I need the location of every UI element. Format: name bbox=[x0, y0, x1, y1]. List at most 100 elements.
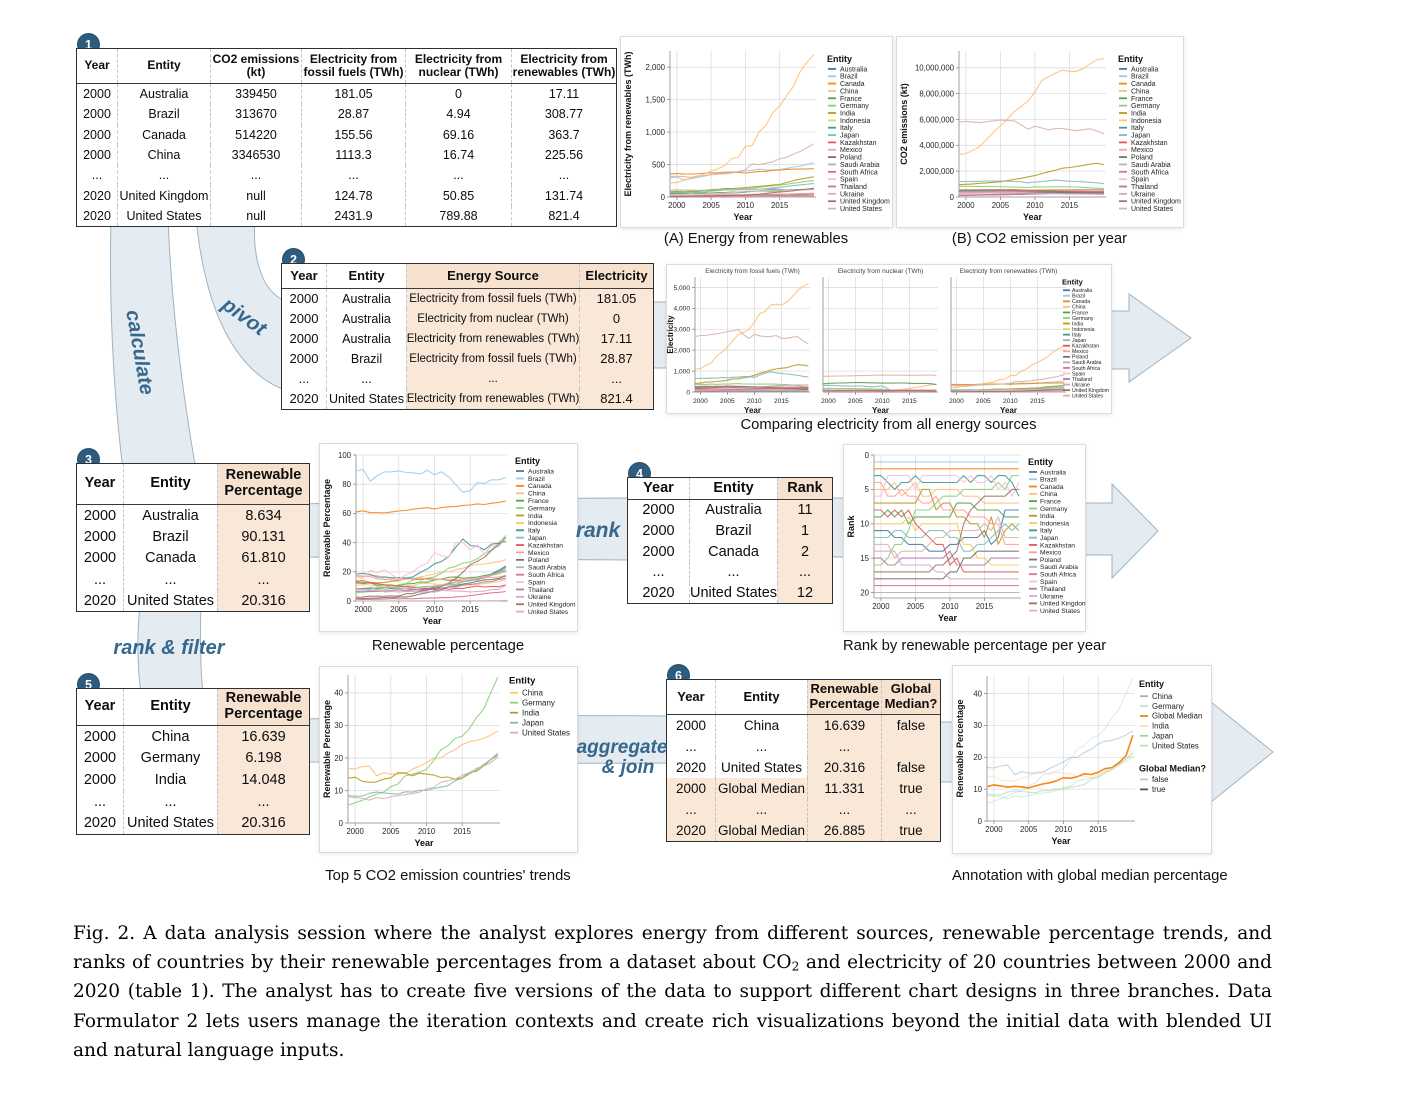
table-cell: 2000 bbox=[83, 728, 117, 745]
table-row: ......... bbox=[77, 790, 309, 813]
x-tick-label: 2015 bbox=[771, 201, 789, 210]
table-cell: Electricity from fossil fuels (TWh) bbox=[406, 348, 579, 369]
caption-text: and natural language inputs. bbox=[73, 1039, 345, 1061]
chart-rank: 2000 2005 2010 2015 0 5 10 15 20 Year Rank Entity Au… bbox=[843, 444, 1088, 632]
legend-label: Saudi Arabia bbox=[1131, 162, 1171, 169]
table-cell: Electricity from fossil fuels (TWh) bbox=[406, 288, 579, 309]
legend-label: Brazil bbox=[840, 74, 858, 81]
caption-subscript: 2 bbox=[791, 959, 800, 974]
table-cell: ... bbox=[715, 735, 807, 757]
legend-label: Spain bbox=[1072, 371, 1085, 377]
legend-title: Entity bbox=[515, 456, 540, 466]
table-cell: 12 bbox=[777, 582, 832, 604]
table-row: 2000 Brazil 1 bbox=[628, 520, 832, 542]
y-axis-title: Renewable Percentage bbox=[322, 700, 332, 798]
x-tick-label: 2015 bbox=[774, 398, 789, 405]
table-cell: 2000 bbox=[83, 528, 117, 545]
y-tick-label: 500 bbox=[652, 160, 666, 169]
x-axis-title: Year bbox=[1000, 406, 1017, 413]
table-cell: 2000 bbox=[642, 523, 675, 540]
series-line-Italy bbox=[355, 538, 507, 579]
y-tick-label: 30 bbox=[334, 721, 343, 730]
table-cell: ... bbox=[405, 165, 511, 186]
x-tick-label: 2015 bbox=[1089, 825, 1107, 834]
legend-label: United Kingdom bbox=[1040, 601, 1085, 608]
column-header: Year bbox=[84, 58, 110, 73]
legend-label: India bbox=[1072, 321, 1083, 327]
y-tick-label: 20 bbox=[334, 754, 343, 763]
table-cell: 2020 bbox=[642, 585, 675, 602]
y-tick-label: 2,000,000 bbox=[919, 167, 954, 176]
x-tick-label: 2000 bbox=[693, 398, 708, 405]
y-tick-label: 0 bbox=[950, 193, 955, 202]
y-tick-label: 10,000,000 bbox=[915, 64, 955, 73]
y-tick-label: 0 bbox=[978, 817, 983, 826]
table-cell: 16.639 bbox=[807, 714, 881, 736]
legend-label: United States bbox=[1131, 206, 1174, 213]
figure-caption-line: ranks of countries by their renewable pe… bbox=[73, 948, 1272, 977]
legend-label: China bbox=[522, 689, 543, 698]
y-axis-title: Renewable Percentage bbox=[322, 479, 332, 577]
table-cell: 2020 bbox=[675, 759, 707, 775]
y-tick-label: 10 bbox=[860, 520, 869, 529]
x-tick-label: 2000 bbox=[949, 398, 964, 405]
series-line-Germany bbox=[669, 180, 814, 194]
series-line-China bbox=[669, 54, 815, 184]
table-cell: ... bbox=[406, 368, 579, 389]
table-row: 2020 United States 12 bbox=[628, 582, 832, 604]
series-line-China bbox=[694, 283, 809, 370]
table-cell: 2 bbox=[777, 541, 832, 563]
x-tick-label: 2000 bbox=[872, 602, 890, 611]
series-line-United Kingdom bbox=[670, 187, 814, 197]
table-cell: Global Median bbox=[715, 819, 807, 841]
legend-label: United Kingdom bbox=[1072, 388, 1109, 394]
column-header: Electricity from fossil fuels (TWh) bbox=[301, 49, 405, 83]
legend-label: Kazakhstan bbox=[528, 542, 563, 549]
x-tick-label: 2010 bbox=[418, 827, 436, 836]
table-cell: 11 bbox=[777, 500, 832, 521]
series-line-Japan bbox=[347, 752, 499, 797]
legend-label: Brazil bbox=[1072, 294, 1085, 300]
figure-caption: Fig. 2. A data analysis session where th… bbox=[73, 919, 1272, 1065]
legend-label: France bbox=[1072, 310, 1088, 316]
y-axis-title: Rank bbox=[846, 515, 856, 538]
legend-label: China bbox=[1072, 305, 1086, 311]
legend-label: India bbox=[840, 110, 855, 117]
column-header: Year bbox=[677, 688, 705, 704]
table-header-row: Year Entity Rank bbox=[628, 478, 832, 500]
legend-label: Thailand bbox=[840, 184, 867, 191]
series-line-Ukraine bbox=[355, 584, 507, 593]
x-tick-label: 2000 bbox=[668, 201, 686, 210]
table-row: 2000 Australia Electricity from nuclear (T… bbox=[282, 308, 653, 329]
series-line-Spain bbox=[669, 189, 814, 196]
table-cell: ... bbox=[807, 798, 881, 820]
table-cell: ... bbox=[689, 562, 777, 583]
series-line-Germany bbox=[355, 535, 507, 594]
legend-title: Entity bbox=[509, 676, 536, 687]
legend-label: Australia bbox=[1131, 66, 1158, 73]
legend-label: Australia bbox=[528, 468, 554, 475]
column-header: Year bbox=[84, 475, 116, 492]
column-header: Entity bbox=[123, 464, 217, 504]
table-row: .................. bbox=[77, 165, 616, 186]
series-line-China bbox=[874, 481, 1019, 504]
series-line-United Kingdom bbox=[951, 388, 1065, 393]
table-cell bbox=[881, 735, 940, 757]
series-line-United States bbox=[694, 328, 809, 345]
y-tick-label: 4,000 bbox=[673, 306, 690, 313]
table-row: 2000 Australia 8.634 bbox=[77, 505, 309, 527]
table-row: 2000 Australia Electricity from renewables… bbox=[282, 328, 653, 349]
table-cell: ... bbox=[511, 165, 616, 186]
table-cell: ... bbox=[715, 798, 807, 820]
x-tick-label: 2000 bbox=[821, 398, 836, 405]
y-tick-label: 1,500 bbox=[645, 95, 665, 104]
table-row: 2020 United States Electricity from renewa… bbox=[282, 388, 653, 409]
series-line-Indonesia bbox=[874, 516, 1019, 566]
table-cell: 2000 bbox=[83, 127, 111, 142]
column-header: Year bbox=[290, 267, 318, 283]
table-header-row: Year Entity Energy Source Electricity bbox=[282, 264, 653, 289]
table-row: 2000 China 3346530 1113.3 16.74 225.56 bbox=[77, 144, 616, 166]
x-tick-label: 2010 bbox=[737, 201, 755, 210]
table-cell: 2000 bbox=[667, 777, 715, 799]
series-line-India bbox=[958, 162, 1105, 186]
